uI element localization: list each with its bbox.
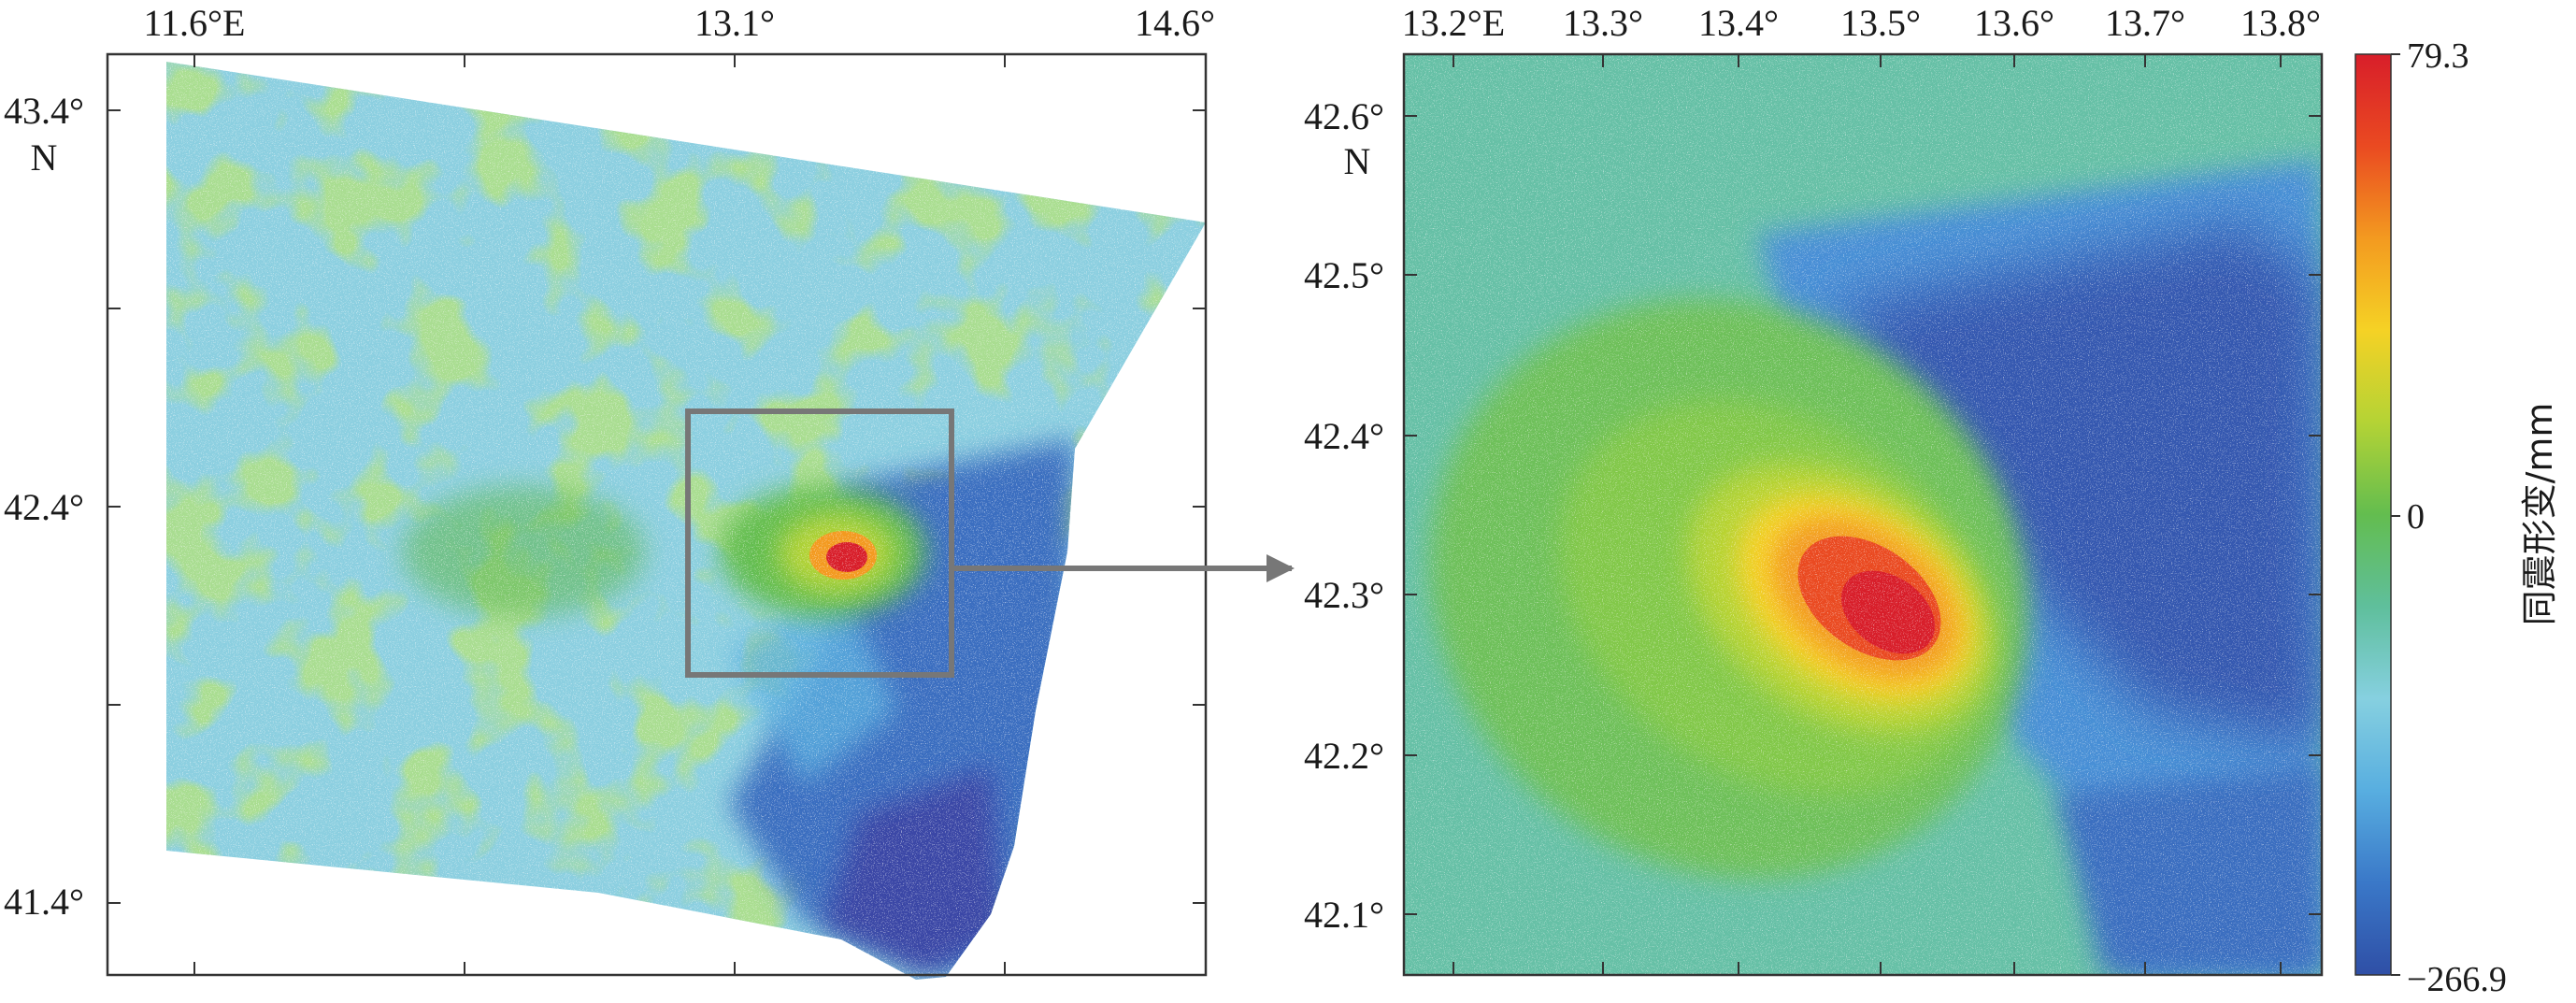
left-lat-tick-label: 41.4°: [4, 881, 84, 923]
right-lat-tick-label: 42.2°: [1304, 735, 1384, 777]
left-lat-tick-label: 43.4°: [4, 90, 84, 132]
colorbar-ticks: [2391, 53, 2400, 976]
left-map: 11.6°E 13.1° 14.6° 43.4° N 42.4° 41.4°: [4, 2, 1215, 980]
right-map-frame: [1402, 52, 2324, 977]
left-lon-tick-label: 13.1°: [694, 2, 775, 44]
right-map-ticks: [1404, 54, 2322, 975]
inset-area-box: [685, 408, 954, 678]
left-lon-tick-label: 14.6°: [1135, 2, 1215, 44]
colorbar-title: 同震形变/mm: [2519, 403, 2560, 626]
left-lon-tick-label: 11.6°E: [144, 2, 246, 44]
right-lat-tick-label: 42.6°: [1304, 95, 1384, 137]
colorbar: 79.3 0 −266.9 同震形变/mm: [2354, 36, 2560, 999]
left-lat-tick-label: 42.4°: [4, 486, 84, 528]
colorbar-min-label: −266.9: [2407, 960, 2507, 999]
right-lon-tick-label: 13.4°: [1698, 2, 1779, 44]
right-lat-tick-label: 42.3°: [1304, 574, 1384, 616]
right-lon-tick-label: 13.6°: [1974, 2, 2054, 44]
right-lat-unit: N: [1344, 140, 1371, 182]
left-lat-unit: N: [31, 136, 58, 179]
right-lat-tick-label: 42.5°: [1304, 254, 1384, 296]
colorbar-ramp: [2354, 53, 2392, 976]
left-map-frame: [106, 52, 1208, 977]
colorbar-max-label: 79.3: [2407, 36, 2469, 76]
right-lon-tick-label: 13.3°: [1563, 2, 1643, 44]
right-lon-tick-label: 13.2°E: [1402, 2, 1505, 44]
left-map-ticks: [107, 54, 1206, 975]
right-lon-tick-label: 13.5°: [1840, 2, 1921, 44]
right-lon-tick-label: 13.7°: [2105, 2, 2185, 44]
right-map: 13.2°E 13.3° 13.4° 13.5° 13.6° 13.7° 13.…: [1304, 2, 2324, 977]
right-lat-tick-label: 42.1°: [1304, 894, 1384, 936]
left-map-deformation-field: [166, 62, 1206, 980]
right-lon-tick-label: 13.8°: [2240, 2, 2321, 44]
right-lat-tick-label: 42.4°: [1304, 415, 1384, 457]
right-map-deformation-field: [1404, 54, 2322, 975]
colorbar-zero-label: 0: [2407, 497, 2425, 537]
